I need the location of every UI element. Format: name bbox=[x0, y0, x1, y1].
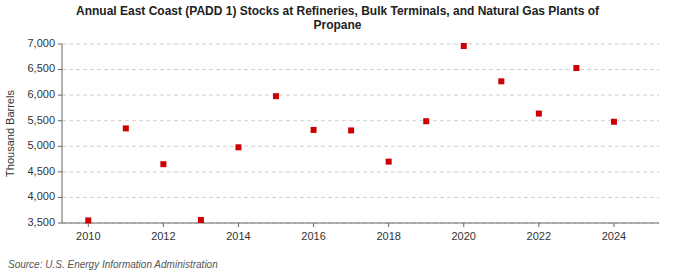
point bbox=[273, 93, 279, 99]
y-tick bbox=[58, 146, 62, 147]
point bbox=[123, 125, 129, 131]
y-tick-label: 4,000 bbox=[27, 190, 55, 202]
point bbox=[311, 127, 317, 133]
grid-line bbox=[62, 171, 659, 172]
x-tick-label: 2012 bbox=[151, 230, 175, 242]
x-tick bbox=[313, 223, 314, 227]
grid-line bbox=[62, 223, 659, 224]
grid bbox=[62, 44, 659, 223]
x-tick-label: 2016 bbox=[301, 230, 325, 242]
point bbox=[348, 127, 354, 133]
point bbox=[536, 111, 542, 117]
x-tick-label: 2018 bbox=[376, 230, 400, 242]
y-tick-label: 6,500 bbox=[27, 62, 55, 74]
grid-line bbox=[62, 120, 659, 121]
grid-line bbox=[62, 44, 659, 45]
y-tick bbox=[58, 223, 62, 224]
y-tick-label: 7,000 bbox=[27, 37, 55, 49]
x-tick-label: 2010 bbox=[76, 230, 100, 242]
y-tick bbox=[58, 171, 62, 172]
point bbox=[573, 65, 579, 71]
chart: 3,500 4,000 4,500 5,000 5,500 6,000 6,500 7,000… bbox=[0, 0, 675, 275]
point bbox=[423, 118, 429, 124]
points bbox=[85, 43, 617, 223]
x-tick bbox=[238, 223, 239, 227]
x-tick-label: 2022 bbox=[527, 230, 551, 242]
x-axis-line bbox=[62, 223, 659, 224]
x-tick bbox=[463, 223, 464, 227]
x-axis: 2010 2012 2014 2016 2018 2020 2022 2024 bbox=[76, 223, 626, 242]
x-tick bbox=[163, 223, 164, 227]
point bbox=[611, 119, 617, 125]
source: Source: U.S. Energy Information Administ… bbox=[8, 259, 218, 270]
x-tick-label: 2014 bbox=[226, 230, 250, 242]
x-tick bbox=[88, 223, 89, 227]
grid-line bbox=[62, 95, 659, 96]
grid-line bbox=[62, 69, 659, 70]
y-axis: 3,500 4,000 4,500 5,000 5,500 6,000 6,500 7,000 bbox=[27, 37, 62, 228]
x-tick bbox=[538, 223, 539, 227]
point bbox=[386, 159, 392, 165]
point bbox=[160, 161, 166, 167]
y-tick bbox=[58, 120, 62, 121]
y-axis-label: Thousand Barrels bbox=[4, 90, 16, 177]
y-tick bbox=[58, 197, 62, 198]
y-tick-label: 6,000 bbox=[27, 88, 55, 100]
grid-line bbox=[62, 146, 659, 147]
x-tick bbox=[388, 223, 389, 227]
point bbox=[461, 43, 467, 49]
y-tick-label: 3,500 bbox=[27, 216, 55, 228]
y-tick bbox=[58, 69, 62, 70]
x-tick-label: 2020 bbox=[452, 230, 476, 242]
point bbox=[85, 217, 91, 223]
x-tick-label: 2024 bbox=[602, 230, 626, 242]
point bbox=[498, 78, 504, 84]
grid-line bbox=[62, 197, 659, 198]
point bbox=[235, 144, 241, 150]
point bbox=[198, 217, 204, 223]
y-tick-label: 5,500 bbox=[27, 114, 55, 126]
y-tick-label: 5,000 bbox=[27, 139, 55, 151]
y-tick bbox=[58, 44, 62, 45]
x-tick bbox=[613, 223, 614, 227]
y-axis-line bbox=[62, 44, 63, 223]
title: Annual East Coast (PADD 1) Stocks at Ref… bbox=[76, 4, 600, 32]
y-tick bbox=[58, 95, 62, 96]
y-tick-label: 4,500 bbox=[27, 165, 55, 177]
